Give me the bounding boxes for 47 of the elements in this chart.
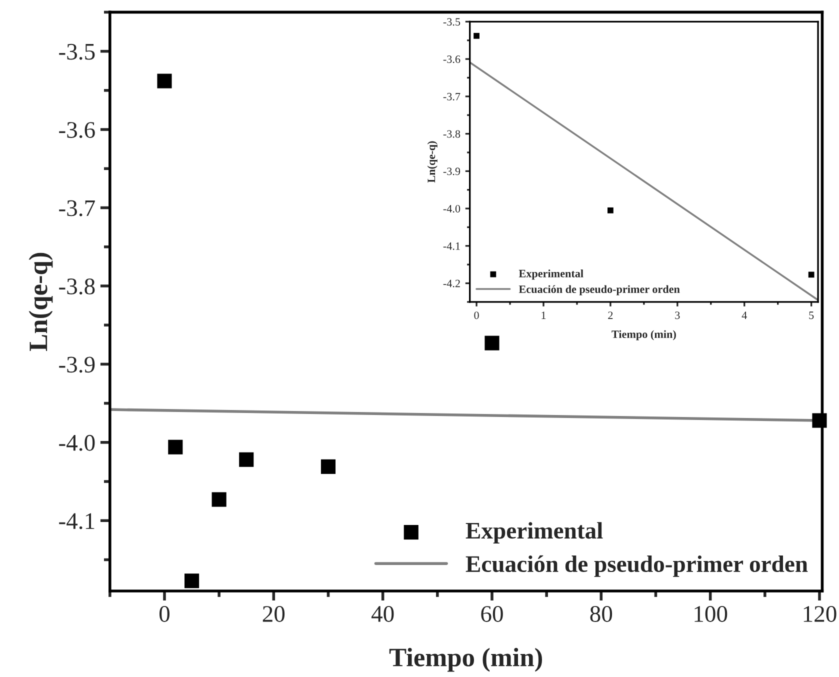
y-tick-label: -3.5: [443, 18, 460, 26]
y-tick-label: -4.1: [59, 513, 94, 530]
x-tick-label: 120: [804, 606, 836, 622]
legend-label: Experimental: [518, 270, 584, 280]
y-tick-label: -3.7: [443, 92, 460, 100]
point: [157, 74, 172, 88]
point: [474, 32, 480, 39]
point: [168, 440, 183, 454]
point: [608, 207, 614, 214]
x-axis-title: Tiempo (min): [612, 330, 676, 340]
y-axis-title: Ln(qe-q): [427, 141, 438, 183]
y-tick-label: -3.5: [59, 44, 95, 60]
y-tick-label: -4.2: [443, 280, 460, 288]
x-tick-label: 5: [809, 312, 814, 320]
y-tick-label: -3.6: [443, 56, 460, 64]
point: [808, 272, 814, 278]
x-tick-label: 100: [694, 606, 728, 622]
x-tick-label: 1: [542, 312, 546, 319]
y-tick-label: -3.9: [443, 168, 460, 176]
x-tick-label: 0: [159, 606, 170, 622]
y-axis-title: Ln(qe-q): [28, 252, 53, 352]
y-tick-label: -4.1: [443, 242, 460, 250]
point: [239, 452, 254, 467]
point: [812, 413, 827, 428]
point: [484, 336, 500, 350]
y-tick-label: -4.0: [443, 204, 460, 213]
y-tick-label: -3.6: [59, 122, 95, 138]
y-tick-label: -3.8: [443, 130, 460, 138]
x-tick-label: 4: [742, 312, 747, 319]
point: [184, 574, 200, 588]
x-tick-label: 40: [371, 606, 394, 622]
x-tick-label: 80: [590, 606, 612, 622]
y-tick-label: -3.8: [59, 278, 95, 294]
x-tick-label: 3: [675, 312, 680, 320]
x-axis-title: Tiempo (min): [389, 648, 542, 672]
x-tick-label: 20: [262, 606, 285, 622]
y-tick-label: -3.7: [59, 200, 95, 216]
x-tick-label: 0: [474, 312, 479, 320]
legend-label: Ecuación de pseudo-primer orden: [518, 285, 680, 296]
y-tick-label: -3.9: [59, 356, 95, 373]
legend-label: Ecuación de pseudo-primer orden: [466, 555, 808, 577]
point: [320, 459, 336, 474]
legend-label: Experimental: [466, 522, 603, 544]
y-tick-label: -4.0: [59, 434, 95, 451]
x-tick-label: 60: [481, 606, 503, 622]
x-tick-label: 2: [608, 312, 613, 319]
point: [212, 492, 226, 507]
